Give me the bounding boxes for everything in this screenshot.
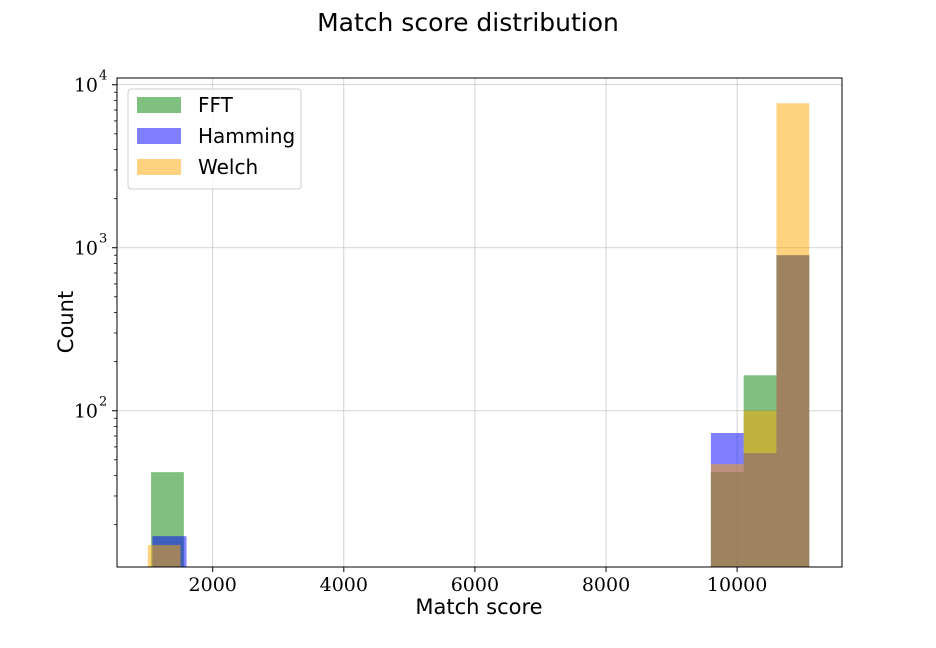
y-tick-exponent: 4 (99, 69, 107, 84)
y-tick-exponent: 2 (99, 395, 107, 410)
histogram-bars (147, 103, 810, 567)
legend-swatch-welch (137, 159, 181, 175)
grid-lines (117, 78, 842, 567)
x-tick-label: 10000 (707, 574, 767, 596)
y-tick-exponent: 3 (99, 232, 107, 247)
legend-label-fft: FFT (198, 93, 234, 117)
bar-welch (776, 103, 810, 567)
legend-label-welch: Welch (198, 155, 258, 179)
x-tick-label: 2000 (189, 574, 237, 596)
x-axis-label: Match score (415, 595, 542, 619)
bar-welch (147, 545, 181, 567)
y-tick-label: 10 (74, 401, 98, 423)
x-tick-label: 6000 (451, 574, 499, 596)
bar-welch (743, 410, 777, 567)
legend: FFT Hamming Welch (127, 88, 302, 190)
y-tick-label: 10 (74, 75, 98, 97)
plot-frame (116, 77, 843, 568)
chart-title: Match score distribution (317, 8, 619, 37)
x-tick-label: 4000 (320, 574, 368, 596)
x-tick-label: 8000 (582, 574, 630, 596)
legend-label-hamming: Hamming (198, 124, 295, 148)
x-axis-ticks: 2000 4000 6000 8000 10000 (189, 567, 767, 596)
bar-welch (710, 464, 744, 567)
legend-swatch-fft (137, 97, 181, 113)
y-axis-label: Count (54, 291, 78, 353)
legend-swatch-hamming (137, 128, 181, 144)
y-tick-label: 10 (74, 238, 98, 260)
